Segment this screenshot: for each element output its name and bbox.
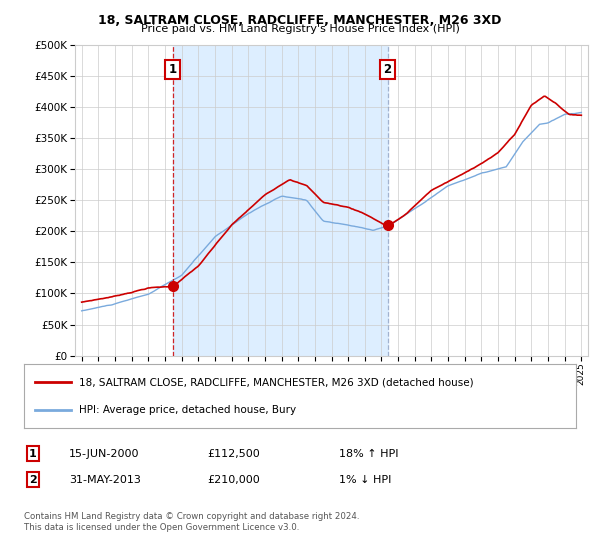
- Text: £112,500: £112,500: [207, 449, 260, 459]
- Text: 1: 1: [169, 63, 176, 76]
- Text: 15-JUN-2000: 15-JUN-2000: [69, 449, 139, 459]
- Text: 2: 2: [29, 475, 37, 485]
- Text: 1: 1: [29, 449, 37, 459]
- Text: Price paid vs. HM Land Registry's House Price Index (HPI): Price paid vs. HM Land Registry's House …: [140, 24, 460, 34]
- Text: 18, SALTRAM CLOSE, RADCLIFFE, MANCHESTER, M26 3XD (detached house): 18, SALTRAM CLOSE, RADCLIFFE, MANCHESTER…: [79, 377, 474, 387]
- Text: 2: 2: [383, 63, 392, 76]
- Text: 18, SALTRAM CLOSE, RADCLIFFE, MANCHESTER, M26 3XD: 18, SALTRAM CLOSE, RADCLIFFE, MANCHESTER…: [98, 14, 502, 27]
- Text: 18% ↑ HPI: 18% ↑ HPI: [339, 449, 398, 459]
- Text: £210,000: £210,000: [207, 475, 260, 485]
- Text: HPI: Average price, detached house, Bury: HPI: Average price, detached house, Bury: [79, 405, 296, 416]
- Text: 1% ↓ HPI: 1% ↓ HPI: [339, 475, 391, 485]
- Text: Contains HM Land Registry data © Crown copyright and database right 2024.
This d: Contains HM Land Registry data © Crown c…: [24, 512, 359, 531]
- Text: 31-MAY-2013: 31-MAY-2013: [69, 475, 141, 485]
- Bar: [173, 45, 388, 356]
